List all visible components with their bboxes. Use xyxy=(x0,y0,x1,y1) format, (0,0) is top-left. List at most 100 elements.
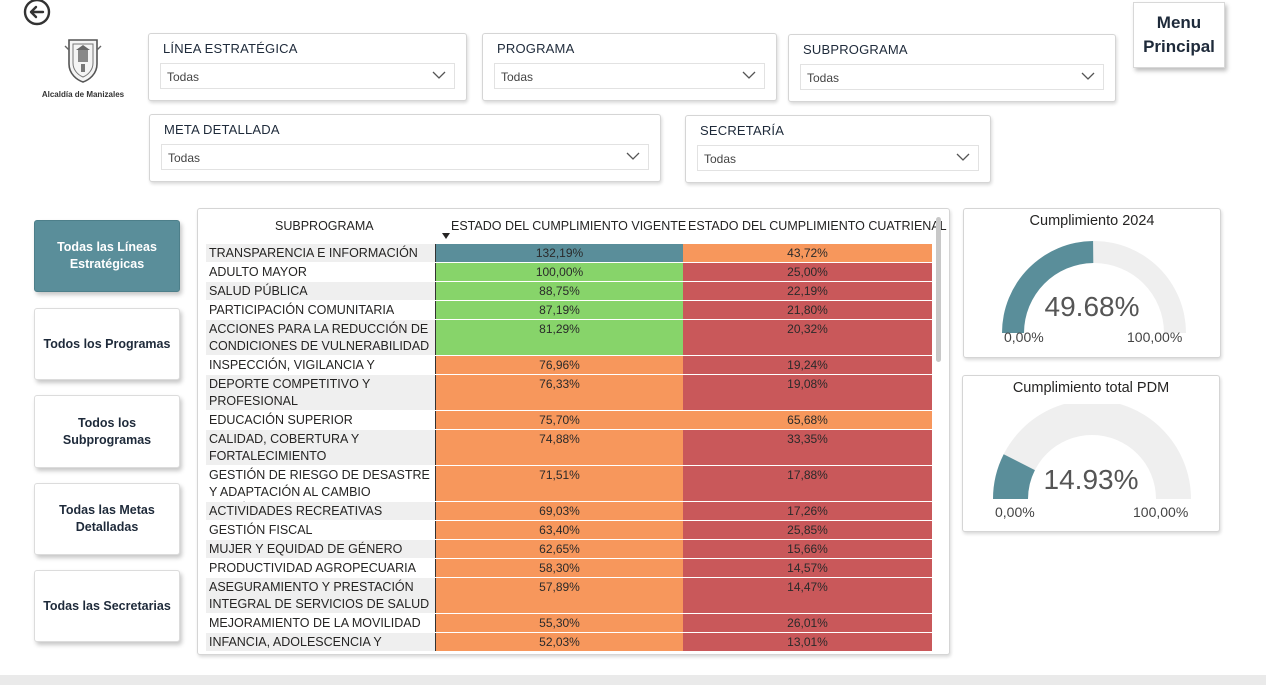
cell-subprograma: SALUD PÚBLICA xyxy=(206,282,435,300)
cell-vigente: 71,51% xyxy=(435,466,683,501)
cell-subprograma: MUJER Y EQUIDAD DE GÉNERO xyxy=(206,540,435,558)
gauge-card-total-pdm: Cumplimiento total PDM 14.93% 0,00% 100,… xyxy=(962,375,1220,532)
cell-vigente: 87,19% xyxy=(435,301,683,319)
filter-title: META DETALLADA xyxy=(164,122,280,137)
bottom-bar xyxy=(0,675,1266,685)
filter-linea-estrategica: LÍNEA ESTRATÉGICA Todas xyxy=(148,33,467,101)
table-row[interactable]: GESTIÓN DE RIESGO DE DESASTRE Y ADAPTACI… xyxy=(206,466,932,516)
filter-title: SUBPROGRAMA xyxy=(803,42,908,57)
filter-secretaria: SECRETARÍA Todas xyxy=(685,115,991,183)
table-row[interactable]: ADULTO MAYOR 100,00% 25,00% xyxy=(206,263,932,282)
btn-todos-subprogramas[interactable]: Todos los Subprogramas xyxy=(34,395,180,468)
table-row[interactable]: DEPORTE COMPETITIVO Y PROFESIONAL 76,33% 1… xyxy=(206,375,932,411)
table-row[interactable]: INSPECCIÓN, VIGILANCIA Y CONTROL 76,96%19… xyxy=(206,356,932,389)
cell-subprograma: GESTIÓN DE RIESGO DE DESASTRE Y ADAPTACI… xyxy=(209,468,430,516)
gauge-max: 100,00% xyxy=(1133,504,1189,520)
table-row[interactable]: MUJER Y EQUIDAD DE GÉNERO 62,65% 15,66% xyxy=(206,540,932,559)
chevron-down-icon xyxy=(742,71,756,79)
table-row[interactable]: ACTIVIDADES RECREATIVAS 69,03% 17,26% xyxy=(206,502,932,521)
filter-programa: PROGRAMA Todas xyxy=(482,33,777,101)
cell-subprograma: INSPECCIÓN, VIGILANCIA Y CONTROL xyxy=(209,358,375,389)
gauge-max: 100,00% xyxy=(1127,329,1183,345)
dropdown-value: Todas xyxy=(168,151,201,165)
cell-vigente: 88,75% xyxy=(435,282,683,300)
column-header-vigente[interactable]: ESTADO DEL CUMPLIMIENTO VIGENTE xyxy=(451,219,687,233)
cell-vigente: 57,89% xyxy=(435,578,683,613)
dropdown-value: Todas xyxy=(167,70,200,84)
cell-subprograma: ADULTO MAYOR xyxy=(209,265,307,279)
gauge-min: 0,00% xyxy=(1004,329,1044,345)
cell-subprograma: INFANCIA, ADOLESCENCIA Y xyxy=(206,633,435,651)
gauge-min: 0,00% xyxy=(995,504,1035,520)
column-header-subprograma[interactable]: SUBPROGRAMA xyxy=(275,219,374,233)
table-row[interactable]: TRANSPARENCIA E INFORMACIÓN 132,19% 43,72% xyxy=(206,244,932,263)
table-row[interactable]: PRODUCTIVIDAD AGROPECUARIA 58,30% 14,57% xyxy=(206,559,932,578)
meta-dropdown[interactable]: Todas xyxy=(161,144,649,170)
filter-subprograma: SUBPROGRAMA Todas xyxy=(788,34,1116,102)
sort-descending-icon xyxy=(442,233,450,239)
cell-cuatrienal: 17,88% xyxy=(683,466,932,501)
cell-vigente: 55,30% xyxy=(435,614,683,632)
cell-vigente: 81,29% xyxy=(435,320,683,355)
table-row[interactable]: ASEGURAMIENTO Y PRESTACIÓN INTEGRAL DE S… xyxy=(206,578,932,614)
cell-cuatrienal: 14,57% xyxy=(683,559,932,577)
scrollbar-thumb[interactable] xyxy=(936,217,941,362)
back-button[interactable] xyxy=(22,0,52,26)
cell-cuatrienal: 13,01% xyxy=(683,633,932,651)
secretaria-dropdown[interactable]: Todas xyxy=(697,145,979,171)
table-row[interactable]: PARTICIPACIÓN COMUNITARIA 87,19% 21,80% xyxy=(206,301,932,320)
filter-title: SECRETARÍA xyxy=(700,123,785,138)
btn-todos-programas[interactable]: Todos los Programas xyxy=(34,308,180,380)
cell-cuatrienal: 43,72% xyxy=(683,244,932,262)
cell-cuatrienal: 19,08% xyxy=(683,375,932,410)
alcaldia-logo: Alcaldía de Manizales xyxy=(30,36,136,100)
column-header-cuatrienal[interactable]: ESTADO DEL CUMPLIMIENTO CUATRIENAL xyxy=(688,219,947,233)
gauge-background-arc xyxy=(993,404,1191,499)
cell-vigente: 132,19% xyxy=(435,244,683,262)
btn-todas-metas[interactable]: Todas las Metas Detalladas xyxy=(34,483,180,555)
logo-text: Alcaldía de Manizales xyxy=(41,90,125,99)
gauge-value-arc xyxy=(993,454,1035,499)
cell-vigente: 100,00% xyxy=(435,263,683,281)
cell-vigente: 62,65% xyxy=(435,540,683,558)
cell-subprograma: TRANSPARENCIA E INFORMACIÓN xyxy=(206,244,435,262)
cell-vigente: 76,96% xyxy=(435,356,683,374)
linea-dropdown[interactable]: Todas xyxy=(160,63,455,89)
cell-subprograma: GESTIÓN FISCAL xyxy=(209,523,313,537)
filter-title: PROGRAMA xyxy=(497,41,575,56)
cell-cuatrienal: 22,19% xyxy=(683,282,932,300)
menu-principal-button[interactable]: Menu Principal xyxy=(1133,2,1225,68)
subprograma-dropdown[interactable]: Todas xyxy=(800,64,1104,90)
table-row[interactable]: ACCIONES PARA LA REDUCCIÓN DE CONDICIONE… xyxy=(206,320,932,356)
table-row[interactable]: EDUCACIÓN SUPERIOR 75,70% 65,68% xyxy=(206,411,932,430)
table-row[interactable]: SALUD PÚBLICA 88,75% 22,19% xyxy=(206,282,932,301)
cell-subprograma: CALIDAD, COBERTURA Y FORTALECIMIENTO xyxy=(206,430,435,465)
cell-vigente: 58,30% xyxy=(435,559,683,577)
programa-dropdown[interactable]: Todas xyxy=(494,63,765,89)
chevron-down-icon xyxy=(1081,72,1095,80)
filter-meta-detallada: META DETALLADA Todas xyxy=(149,114,661,182)
table-row[interactable]: MEJORAMIENTO DE LA MOVILIDAD 55,30% 26,01% xyxy=(206,614,932,633)
gauge-value-arc xyxy=(1002,241,1094,333)
cell-subprograma: ASEGURAMIENTO Y PRESTACIÓN INTEGRAL DE S… xyxy=(206,578,435,613)
gauge-2024 xyxy=(1002,241,1186,333)
table-row[interactable]: INFANCIA, ADOLESCENCIA Y 52,03% 13,01% xyxy=(206,633,932,652)
chevron-down-icon xyxy=(432,71,446,79)
table-row[interactable]: CALIDAD, COBERTURA Y FORTALECIMIENTO 74,8… xyxy=(206,430,932,466)
cell-vigente: 63,40% xyxy=(435,521,683,539)
subprograma-table: SUBPROGRAMA ESTADO DEL CUMPLIMIENTO VIGE… xyxy=(197,208,950,655)
back-arrow-icon xyxy=(23,0,51,26)
table-row[interactable]: GESTIÓN FISCAL 63,40% 25,85% xyxy=(206,521,932,540)
cell-subprograma: ACCIONES PARA LA REDUCCIÓN DE CONDICIONE… xyxy=(206,320,435,355)
btn-todas-lineas[interactable]: Todas las Líneas Estratégicas xyxy=(34,220,180,292)
dropdown-value: Todas xyxy=(704,152,737,166)
cell-subprograma: EDUCACIÓN SUPERIOR xyxy=(209,413,353,427)
dropdown-value: Todas xyxy=(501,70,534,84)
cell-cuatrienal: 19,24% xyxy=(683,356,932,374)
dropdown-value: Todas xyxy=(807,71,840,85)
cell-subprograma: MEJORAMIENTO DE LA MOVILIDAD xyxy=(209,616,421,630)
btn-todas-secretarias[interactable]: Todas las Secretarias xyxy=(34,570,180,642)
cell-vigente: 52,03% xyxy=(435,633,683,651)
cell-cuatrienal: 21,80% xyxy=(683,301,932,319)
gauge-card-2024: Cumplimiento 2024 49.68% 0,00% 100,00% xyxy=(963,208,1221,358)
